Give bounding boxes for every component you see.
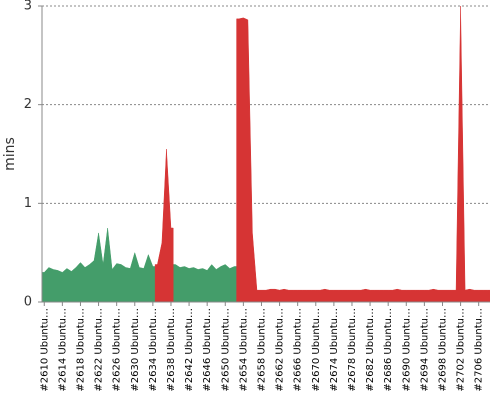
x-tick-label: #2658 Ubuntu… <box>256 308 267 392</box>
y-tick-label: 1 <box>24 196 32 211</box>
x-tick-label: #2654 Ubuntu… <box>238 308 249 392</box>
areas <box>42 5 490 302</box>
area <box>236 5 490 302</box>
x-tick-label: #2702 Ubuntu… <box>456 308 467 392</box>
x-tick-label: #2694 Ubuntu… <box>419 308 430 392</box>
x-tick-label: #2698 Ubuntu… <box>437 308 448 392</box>
x-tick-label: #2630 Ubuntu… <box>130 308 141 392</box>
y-axis-label: mins <box>2 137 18 171</box>
x-tick-label: #2706 Ubuntu… <box>474 308 485 392</box>
x-tick-label: #2642 Ubuntu… <box>184 308 195 392</box>
x-tick-label: #2690 Ubuntu… <box>401 308 412 392</box>
area <box>154 149 174 302</box>
y-tick-label: 3 <box>24 0 32 14</box>
x-tick-label: #2650 Ubuntu… <box>220 308 231 392</box>
x-tick-label: #2678 Ubuntu… <box>347 308 358 392</box>
x-tick-label: #2626 Ubuntu… <box>112 308 123 392</box>
area <box>172 264 237 302</box>
x-tick-label: #2666 Ubuntu… <box>293 308 304 392</box>
area <box>42 227 156 302</box>
x-tick-label: #2618 Ubuntu… <box>75 308 86 392</box>
x-tick-label: #2682 Ubuntu… <box>365 308 376 392</box>
x-tick-label: #2686 Ubuntu… <box>383 308 394 392</box>
x-tick-label: #2634 Ubuntu… <box>148 308 159 392</box>
x-tick-label: #2622 Ubuntu… <box>94 308 105 392</box>
x-tick-label: #2670 Ubuntu… <box>311 308 322 392</box>
x-tick-label: #2614 Ubuntu… <box>57 308 68 392</box>
x-tick-label: #2662 Ubuntu… <box>275 308 286 392</box>
x-tick-label: #2638 Ubuntu… <box>166 308 177 392</box>
x-tick-label: #2674 Ubuntu… <box>329 308 340 392</box>
y-tick-label: 2 <box>24 97 32 112</box>
x-tick-label: #2610 Ubuntu… <box>39 308 50 392</box>
x-tick-label: #2646 Ubuntu… <box>202 308 213 392</box>
y-tick-label: 0 <box>24 295 32 310</box>
